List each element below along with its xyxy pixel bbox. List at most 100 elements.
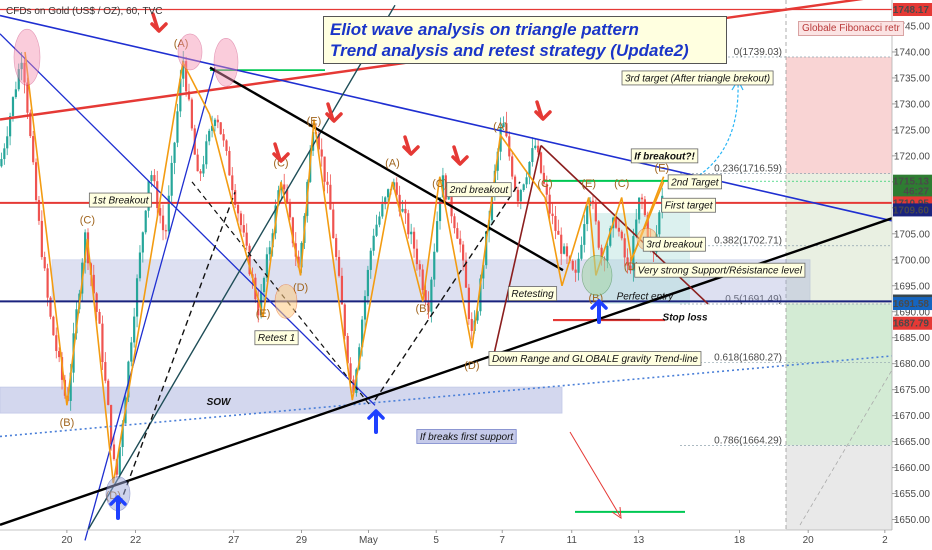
price-tick-label: 1720.00: [894, 151, 931, 162]
price-tick-label: 1725.00: [894, 125, 931, 136]
dashed-line-2: [191, 181, 371, 406]
candle-body: [3, 148, 6, 160]
candle-body: [150, 175, 153, 181]
candle-body: [545, 183, 548, 195]
candle-body: [531, 148, 534, 162]
candle-body: [242, 225, 245, 233]
candle-body: [11, 97, 15, 116]
price-tag-label: 1715.13: [893, 177, 930, 188]
if-breaks-first-support-box: [416, 429, 517, 444]
candle-body: [326, 181, 329, 185]
candle-body: [133, 316, 136, 343]
candle-body: [441, 175, 445, 198]
price-tag-box: [893, 316, 932, 330]
down-range-label: Down Range and GLOBALE gravity Trend-lin…: [492, 354, 698, 365]
wave-label: (C): [273, 157, 288, 169]
candle-body: [283, 184, 286, 190]
candle-body: [378, 216, 381, 225]
candle-body: [17, 69, 20, 90]
candle-body: [643, 199, 646, 216]
time-tick-label: 20: [61, 535, 73, 546]
candle-body: [361, 319, 364, 348]
candle-body: [511, 156, 514, 177]
candle-body: [213, 119, 217, 126]
time-tick-label: 7: [499, 535, 505, 546]
triangle-upper-line: [0, 14, 893, 222]
candle-body: [265, 254, 269, 279]
fib-tool-label[interactable]: Globale Fibonacci retr: [798, 21, 904, 36]
candle-body: [522, 184, 525, 191]
candle-body: [332, 209, 335, 239]
candle-body: [216, 119, 219, 123]
candle-body: [55, 335, 58, 352]
candle-body: [52, 316, 55, 336]
projection-dashed: [799, 369, 893, 526]
candle-body: [410, 231, 413, 235]
wave-label: (C): [614, 178, 629, 190]
price-tick-label: 1730.00: [894, 99, 931, 110]
candle-body: [317, 134, 320, 150]
candle-body: [534, 145, 537, 149]
candle-body: [415, 248, 419, 265]
candle-body: [412, 231, 416, 249]
wave-label: (E): [581, 178, 596, 190]
red-down-arrow-head: [534, 110, 552, 121]
title-box: Eliot wave analysis on triangle pattern …: [323, 16, 727, 64]
candle-body: [646, 215, 649, 238]
very-strong-support-box: [634, 262, 806, 278]
time-tick-label: 11: [567, 535, 578, 546]
candle-body: [49, 297, 52, 317]
time-tick-label: 27: [228, 535, 240, 546]
red-down-arrow-head: [451, 155, 469, 166]
candle-body: [156, 181, 159, 209]
second-breakout-label: 2nd breakout: [449, 185, 510, 196]
candle-body: [560, 234, 563, 254]
candle-body: [418, 264, 421, 270]
candle-body: [375, 224, 378, 236]
candle-body: [153, 175, 156, 182]
candle-body: [135, 278, 139, 317]
wave-label: (A): [493, 121, 508, 133]
candle-body: [127, 361, 130, 398]
candle-body: [190, 99, 193, 129]
candle-body: [617, 227, 621, 232]
wave-label: (D): [293, 282, 308, 294]
candle-body: [372, 235, 375, 251]
candle-body: [228, 150, 231, 176]
candle-body: [257, 299, 260, 316]
price-tick-label: 1660.00: [894, 463, 931, 474]
candle-body: [202, 164, 205, 174]
time-axis[interactable]: 20 22 27 29 May 5 7 11 13 18 20 2: [0, 529, 892, 546]
highlight-ellipse-retesting: [581, 255, 613, 296]
candle-body: [159, 208, 162, 216]
candle-body: [609, 228, 612, 246]
second-target-box: [667, 174, 722, 190]
candle-body: [185, 61, 188, 92]
third-target-box: [621, 70, 774, 86]
retesting-label: Retesting: [511, 289, 554, 300]
candle-body: [574, 269, 577, 273]
candle-body: [323, 156, 326, 182]
candle-body: [236, 204, 240, 214]
price-axis[interactable]: 1650.00 1655.00 1660.00 1665.00 1670.00 1675.…: [891, 0, 932, 550]
candle-body: [583, 224, 586, 245]
candle-body: [337, 256, 341, 276]
fib-band-green: [786, 304, 892, 446]
price-tick-label: 1740.00: [894, 47, 931, 58]
candle-body: [433, 251, 436, 280]
third-breakout-label: 3rd breakout: [646, 240, 703, 251]
candle-body: [407, 213, 410, 235]
price-tick-label: 1655.00: [894, 489, 931, 500]
candle-body: [34, 162, 38, 200]
candle-body: [182, 61, 185, 79]
candle-body: [436, 221, 439, 252]
candle-body: [395, 182, 398, 195]
wave-label: (A): [385, 157, 400, 169]
candle-body: [141, 232, 144, 253]
candle-body: [58, 351, 61, 358]
candle-body: [335, 238, 338, 257]
candle-body: [231, 175, 234, 191]
price-tick-label: 1700.00: [894, 255, 931, 266]
candle-body: [46, 268, 49, 298]
